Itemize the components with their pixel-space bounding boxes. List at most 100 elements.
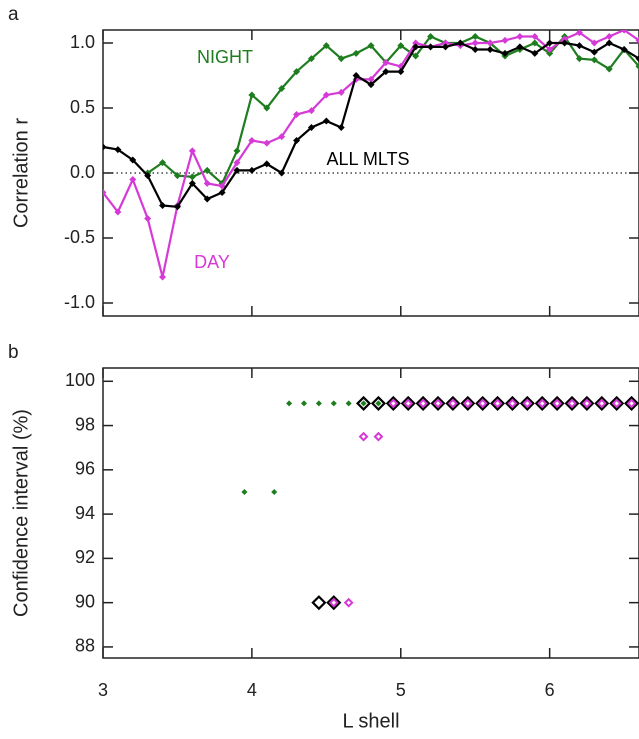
point-marker: [427, 33, 435, 40]
point-marker: [370, 395, 386, 411]
y-tick-label: 88: [75, 636, 95, 656]
point-marker: [345, 400, 352, 407]
point-marker: [337, 88, 345, 96]
point-marker: [330, 400, 337, 407]
point-marker: [367, 81, 375, 89]
point-marker: [605, 65, 613, 73]
point-marker: [328, 597, 339, 608]
point-marker: [611, 398, 622, 409]
plot-area: [103, 30, 639, 281]
y-tick-label: 90: [75, 591, 95, 611]
point-marker: [307, 124, 315, 131]
point-marker: [626, 398, 637, 409]
point-marker: [475, 395, 491, 411]
point-marker: [382, 68, 390, 76]
point-marker: [546, 39, 554, 47]
point-marker: [367, 42, 375, 50]
point-marker: [605, 39, 613, 47]
point-marker: [590, 48, 598, 56]
point-marker: [356, 395, 372, 411]
point-marker: [516, 33, 524, 40]
point-marker: [233, 159, 241, 167]
point-marker: [441, 39, 449, 47]
point-marker: [278, 169, 286, 177]
point-marker: [441, 43, 449, 51]
point-marker: [427, 43, 435, 51]
point-marker: [490, 395, 506, 411]
point-marker: [337, 124, 345, 131]
point-marker: [159, 273, 167, 281]
point-marker: [516, 43, 524, 51]
point-marker: [188, 173, 196, 181]
point-marker: [278, 85, 286, 92]
point-marker: [360, 400, 367, 407]
point-marker: [605, 33, 613, 40]
point-marker: [575, 55, 583, 63]
point-marker: [129, 176, 137, 183]
point-marker: [129, 156, 137, 164]
point-marker: [590, 56, 598, 64]
point-marker: [445, 395, 461, 411]
point-marker: [248, 166, 256, 174]
point-marker: [159, 202, 167, 209]
point-marker: [144, 215, 152, 222]
point-marker: [575, 30, 583, 37]
point-marker: [462, 398, 473, 409]
point-marker: [322, 42, 330, 50]
point-marker: [203, 166, 211, 174]
x-tick-label: 5: [396, 680, 406, 700]
point-marker: [471, 33, 479, 40]
point-marker: [430, 395, 446, 411]
point-marker: [433, 398, 443, 409]
point-marker: [624, 395, 639, 411]
point-marker: [549, 395, 565, 411]
point-marker: [635, 62, 639, 70]
point-marker: [418, 398, 429, 409]
point-marker: [203, 195, 211, 203]
point-marker: [337, 55, 345, 63]
point-marker: [609, 395, 625, 411]
plot-area: [241, 395, 639, 611]
y-tick-label: 94: [75, 503, 95, 523]
point-marker: [581, 398, 592, 409]
point-marker: [293, 111, 301, 118]
point-marker: [373, 431, 384, 442]
point-marker: [233, 166, 241, 174]
point-marker: [159, 159, 167, 167]
point-marker: [358, 431, 369, 442]
point-marker: [501, 49, 509, 57]
point-marker: [382, 59, 390, 66]
point-marker: [114, 146, 122, 154]
point-marker: [311, 595, 327, 611]
point-marker: [620, 46, 628, 53]
y-tick-label: 0.5: [70, 97, 95, 117]
point-marker: [596, 398, 607, 409]
point-marker: [635, 55, 639, 63]
plot-frame: [102, 367, 639, 659]
point-marker: [397, 42, 405, 50]
point-marker: [412, 39, 420, 47]
point-marker: [486, 46, 494, 53]
point-marker: [492, 398, 503, 409]
y-tick-label: 98: [75, 414, 95, 434]
point-marker: [315, 400, 322, 407]
point-marker: [188, 147, 196, 155]
point-marker: [173, 172, 181, 180]
point-marker: [620, 30, 628, 34]
point-marker: [546, 46, 554, 53]
series-label: ALL MLTS: [326, 149, 409, 169]
x-tick-label: 6: [545, 680, 555, 700]
point-marker: [546, 49, 554, 57]
point-marker: [307, 55, 315, 63]
point-marker: [352, 49, 360, 57]
point-marker: [278, 133, 286, 141]
point-marker: [103, 143, 107, 151]
point-marker: [415, 395, 431, 411]
point-marker: [322, 91, 330, 99]
point-marker: [397, 68, 405, 76]
y-tick-label: 1.0: [70, 32, 95, 52]
point-marker: [263, 104, 271, 112]
point-marker: [504, 395, 520, 411]
point-marker: [534, 395, 550, 411]
y-tick-label: 96: [75, 459, 95, 479]
